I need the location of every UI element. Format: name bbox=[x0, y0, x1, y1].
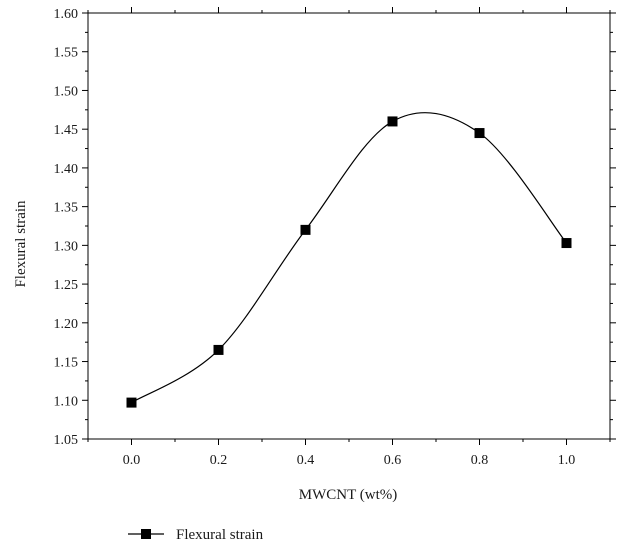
x-tick-label: 0.6 bbox=[384, 453, 402, 468]
y-tick-label: 1.55 bbox=[54, 46, 79, 61]
data-point-marker bbox=[300, 224, 311, 235]
x-axis: 0.0 0.2 0.4 0.6 0.8 1.0 bbox=[87, 7, 611, 468]
plot-frame bbox=[87, 12, 611, 440]
data-point-marker bbox=[126, 397, 137, 408]
x-tick-label: 0.2 bbox=[210, 453, 228, 468]
series-layer bbox=[126, 112, 572, 408]
y-tick-label: 1.45 bbox=[54, 123, 79, 138]
data-point-marker bbox=[474, 128, 485, 139]
x-tick-label: 0.8 bbox=[471, 453, 489, 468]
y-axis-title: Flexural strain bbox=[13, 200, 29, 288]
y-tick-label: 1.30 bbox=[54, 239, 79, 254]
y-tick-label: 1.50 bbox=[54, 84, 79, 99]
data-point-marker bbox=[387, 116, 398, 127]
series-line bbox=[131, 112, 567, 404]
y-axis: 1.05 1.10 1.15 1.20 1.25 1.30 1.35 1.40 1.45 1.50… bbox=[54, 7, 616, 448]
x-axis-title: MWCNT (wt%) bbox=[299, 487, 397, 503]
y-tick-label: 1.20 bbox=[54, 317, 79, 332]
y-tick-label: 1.40 bbox=[54, 162, 79, 177]
y-tick-label: 1.60 bbox=[54, 7, 79, 22]
x-tick-label: 1.0 bbox=[558, 453, 576, 468]
x-tick-label: 0.4 bbox=[297, 453, 315, 468]
legend-label: Flexural strain bbox=[176, 527, 264, 543]
legend-marker bbox=[141, 529, 151, 539]
legend: Flexural strain bbox=[128, 527, 264, 543]
plot-border bbox=[87, 12, 611, 440]
x-tick-label: 0.0 bbox=[123, 453, 141, 468]
y-tick-label: 1.15 bbox=[54, 356, 79, 371]
data-point-marker bbox=[561, 238, 572, 249]
y-tick-label: 1.05 bbox=[54, 433, 79, 448]
y-tick-label: 1.10 bbox=[54, 394, 79, 409]
data-point-marker bbox=[213, 344, 224, 355]
y-tick-label: 1.25 bbox=[54, 278, 79, 293]
y-tick-label: 1.35 bbox=[54, 201, 79, 216]
